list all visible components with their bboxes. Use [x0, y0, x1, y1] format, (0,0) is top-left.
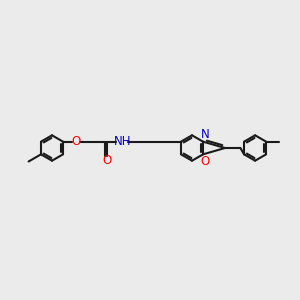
- Text: NH: NH: [114, 135, 131, 148]
- Text: N: N: [201, 128, 209, 141]
- Text: O: O: [200, 155, 210, 168]
- Text: O: O: [102, 154, 112, 167]
- Text: O: O: [72, 135, 81, 148]
